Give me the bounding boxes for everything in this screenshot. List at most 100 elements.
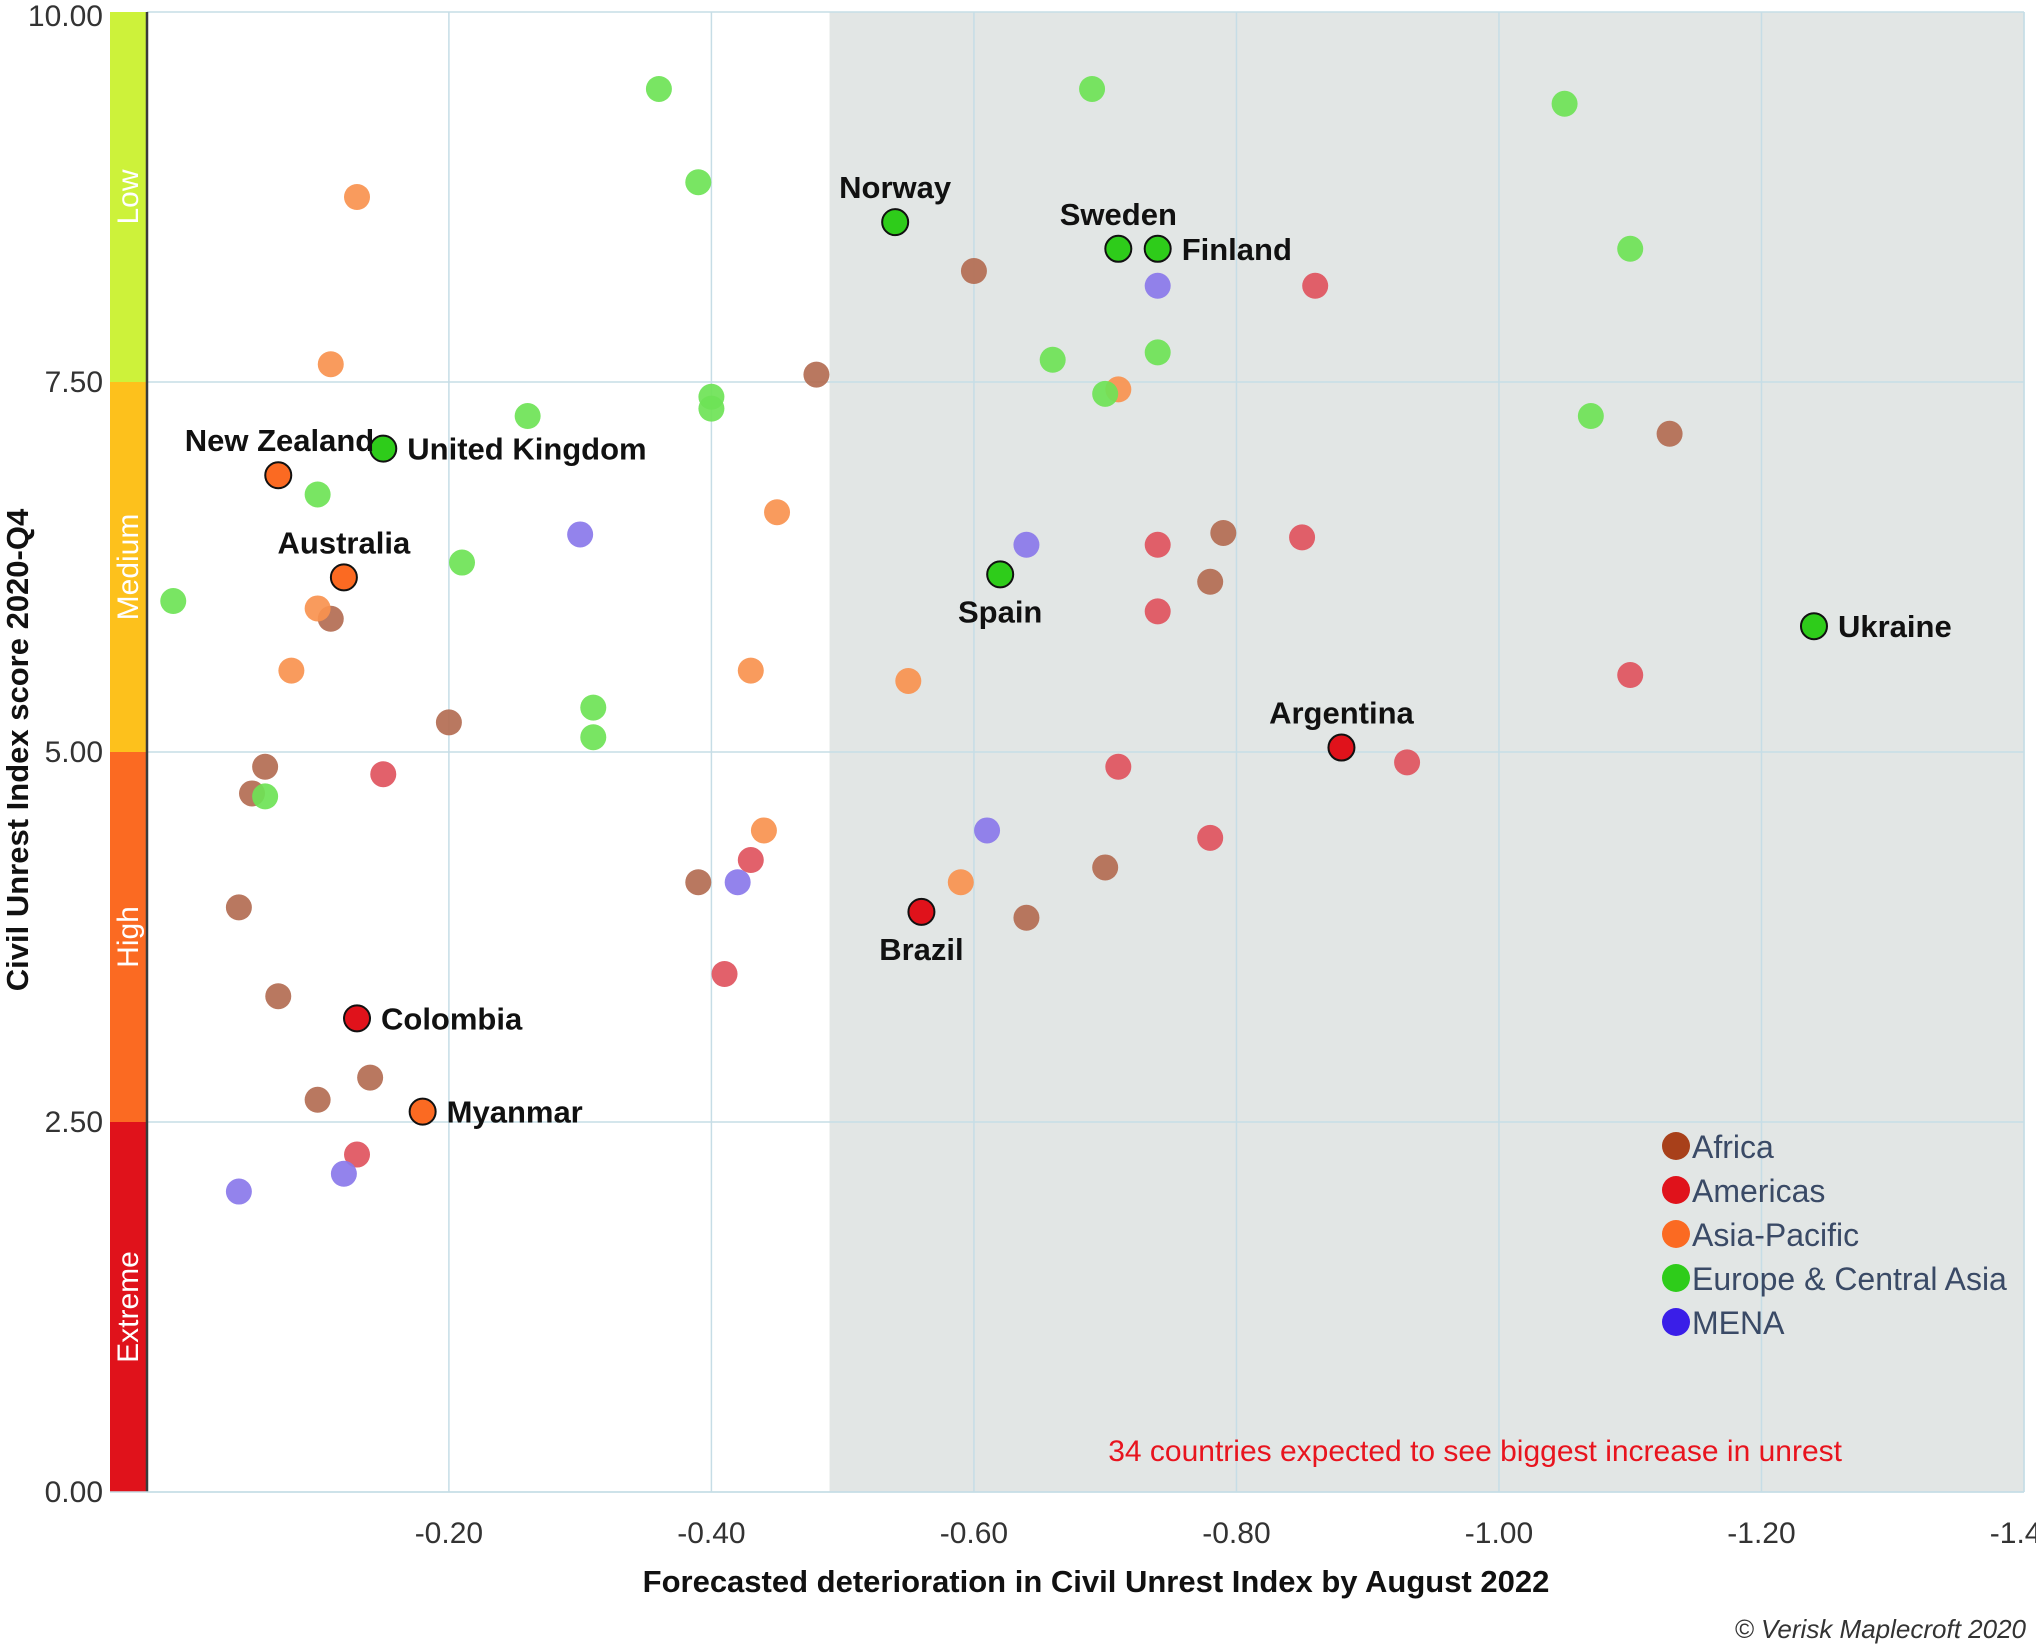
country-label: Norway xyxy=(839,170,952,205)
data-point xyxy=(1144,598,1171,625)
data-point xyxy=(1039,346,1066,373)
x-tick-label: -0.40 xyxy=(677,1517,745,1550)
data-point xyxy=(265,983,292,1010)
data-point xyxy=(304,481,331,508)
data-point xyxy=(1144,531,1171,558)
axes-layer: 0.00 2.50 5.00 7.50 10.00 -0.20 -0.40 -0.60 -0.8… xyxy=(28,0,2036,1550)
data-point xyxy=(1394,749,1421,776)
data-point xyxy=(711,961,738,987)
y-tick-label: 5.00 xyxy=(45,736,103,769)
highlight-annotation: 34 countries expected to see biggest inc… xyxy=(1108,1435,1842,1468)
data-point xyxy=(1144,339,1171,366)
data-point xyxy=(330,1160,357,1187)
labeled-point-ukraine xyxy=(1799,612,1828,641)
data-point xyxy=(1577,403,1604,430)
y-tick-label: 0.00 xyxy=(45,1476,103,1509)
data-point xyxy=(317,351,344,378)
y-tick-label: 10.00 xyxy=(28,0,103,33)
risk-band-high xyxy=(110,752,146,1122)
y-axis-title: Civil Unrest Index score 2020-Q4 xyxy=(0,508,35,991)
data-point xyxy=(580,694,607,721)
legend-swatch xyxy=(1662,1132,1690,1160)
data-point xyxy=(698,395,725,422)
data-point xyxy=(344,184,371,210)
data-point xyxy=(1092,380,1119,407)
data-point xyxy=(304,595,331,622)
data-point xyxy=(685,869,712,896)
risk-band-label: Low xyxy=(112,169,145,224)
x-tick-label: -0.60 xyxy=(940,1517,1008,1550)
data-point xyxy=(278,657,305,684)
country-label: Brazil xyxy=(879,932,963,967)
data-point xyxy=(357,1064,384,1091)
labeled-point-australia xyxy=(329,563,358,592)
country-label: Sweden xyxy=(1060,197,1177,232)
data-point xyxy=(737,847,764,874)
risk-band-label: Medium xyxy=(112,514,145,621)
labeled-point-sweden xyxy=(1104,234,1133,263)
risk-band-medium xyxy=(110,382,146,752)
data-point xyxy=(764,499,791,526)
country-label: Spain xyxy=(958,594,1042,629)
risk-band-layer: Extreme High Medium Low xyxy=(110,12,146,1492)
data-point xyxy=(160,588,187,615)
data-point xyxy=(1656,420,1683,447)
legend-swatch xyxy=(1662,1308,1690,1336)
data-point xyxy=(750,817,777,844)
country-label: New Zealand xyxy=(185,423,375,458)
legend-label: MENA xyxy=(1692,1305,1785,1341)
data-point xyxy=(225,1178,252,1205)
risk-band-extreme xyxy=(110,1122,146,1492)
labeled-point-brazil xyxy=(907,897,936,926)
data-point xyxy=(1105,753,1132,780)
data-point xyxy=(724,869,751,896)
data-point xyxy=(1551,90,1578,117)
data-point xyxy=(1197,568,1224,595)
x-tick-label: -0.20 xyxy=(415,1517,483,1550)
data-point xyxy=(252,783,279,810)
y-tick-label: 7.50 xyxy=(45,366,103,399)
legend-swatch xyxy=(1662,1264,1690,1292)
data-point xyxy=(1617,235,1644,262)
data-point xyxy=(1210,519,1237,546)
data-point xyxy=(974,817,1001,844)
data-point xyxy=(1197,824,1224,851)
data-point xyxy=(1079,75,1106,102)
data-point xyxy=(947,869,974,896)
x-tick-label: -1.20 xyxy=(1727,1517,1795,1550)
data-point xyxy=(252,753,279,780)
labeled-point-finland xyxy=(1143,234,1172,263)
country-label: United Kingdom xyxy=(407,432,646,467)
labeled-point-argentina xyxy=(1327,733,1356,762)
data-point xyxy=(1092,854,1119,881)
x-tick-label: -1.00 xyxy=(1465,1517,1533,1550)
legend: Africa Americas Asia-Pacific Europe & Centr… xyxy=(1662,1129,2007,1341)
data-point xyxy=(685,169,712,196)
legend-label: Asia-Pacific xyxy=(1692,1217,1859,1253)
data-point xyxy=(803,361,830,388)
data-point xyxy=(514,403,541,430)
data-point xyxy=(370,761,397,788)
data-point xyxy=(1617,662,1644,689)
country-label: Myanmar xyxy=(447,1095,583,1130)
data-point xyxy=(567,521,594,548)
data-point xyxy=(1013,531,1040,558)
data-point xyxy=(1144,272,1171,299)
data-point xyxy=(645,75,672,102)
labeled-point-spain xyxy=(986,560,1015,589)
y-tick-label: 2.50 xyxy=(45,1106,103,1139)
labeled-point-myanmar xyxy=(408,1097,437,1126)
data-point xyxy=(225,894,252,921)
data-point xyxy=(737,657,764,684)
legend-label: Europe & Central Asia xyxy=(1692,1261,2007,1297)
x-axis-title: Forecasted deterioration in Civil Unrest… xyxy=(643,1564,1550,1599)
x-tick-label: -0.80 xyxy=(1202,1517,1270,1550)
data-point xyxy=(895,667,922,694)
legend-label: Americas xyxy=(1692,1173,1825,1209)
legend-label: Africa xyxy=(1692,1129,1774,1165)
country-label: Argentina xyxy=(1269,696,1414,731)
labeled-point-new-zealand xyxy=(264,461,293,490)
data-point xyxy=(960,258,987,284)
country-label: Finland xyxy=(1182,232,1292,267)
